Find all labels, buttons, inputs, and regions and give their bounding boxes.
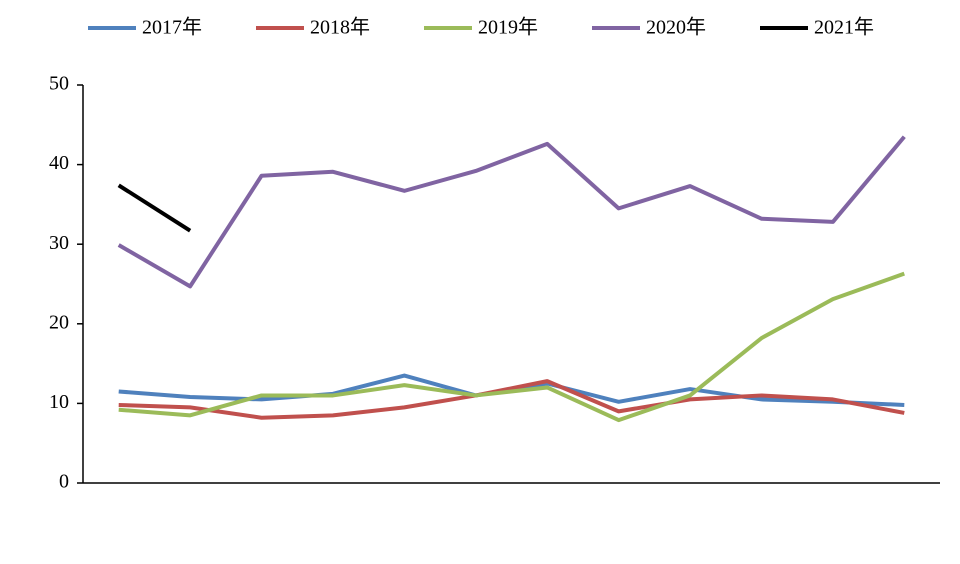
legend-label: 2019年 xyxy=(478,16,538,39)
y-tick-label: 50 xyxy=(49,73,69,95)
legend-label: 2018年 xyxy=(310,16,370,39)
series-line xyxy=(117,183,192,233)
series-line xyxy=(117,135,906,289)
series-line xyxy=(118,271,905,423)
y-tick-label: 40 xyxy=(49,152,69,174)
y-tick-label: 20 xyxy=(49,311,69,333)
legend-label: 2021年 xyxy=(814,16,874,39)
legend-label: 2020年 xyxy=(646,16,706,39)
y-tick-label: 10 xyxy=(49,391,69,413)
legend-label: 2017年 xyxy=(142,16,202,39)
y-tick-label: 30 xyxy=(49,232,69,254)
series-line xyxy=(118,379,905,420)
y-tick-label: 0 xyxy=(59,471,69,493)
